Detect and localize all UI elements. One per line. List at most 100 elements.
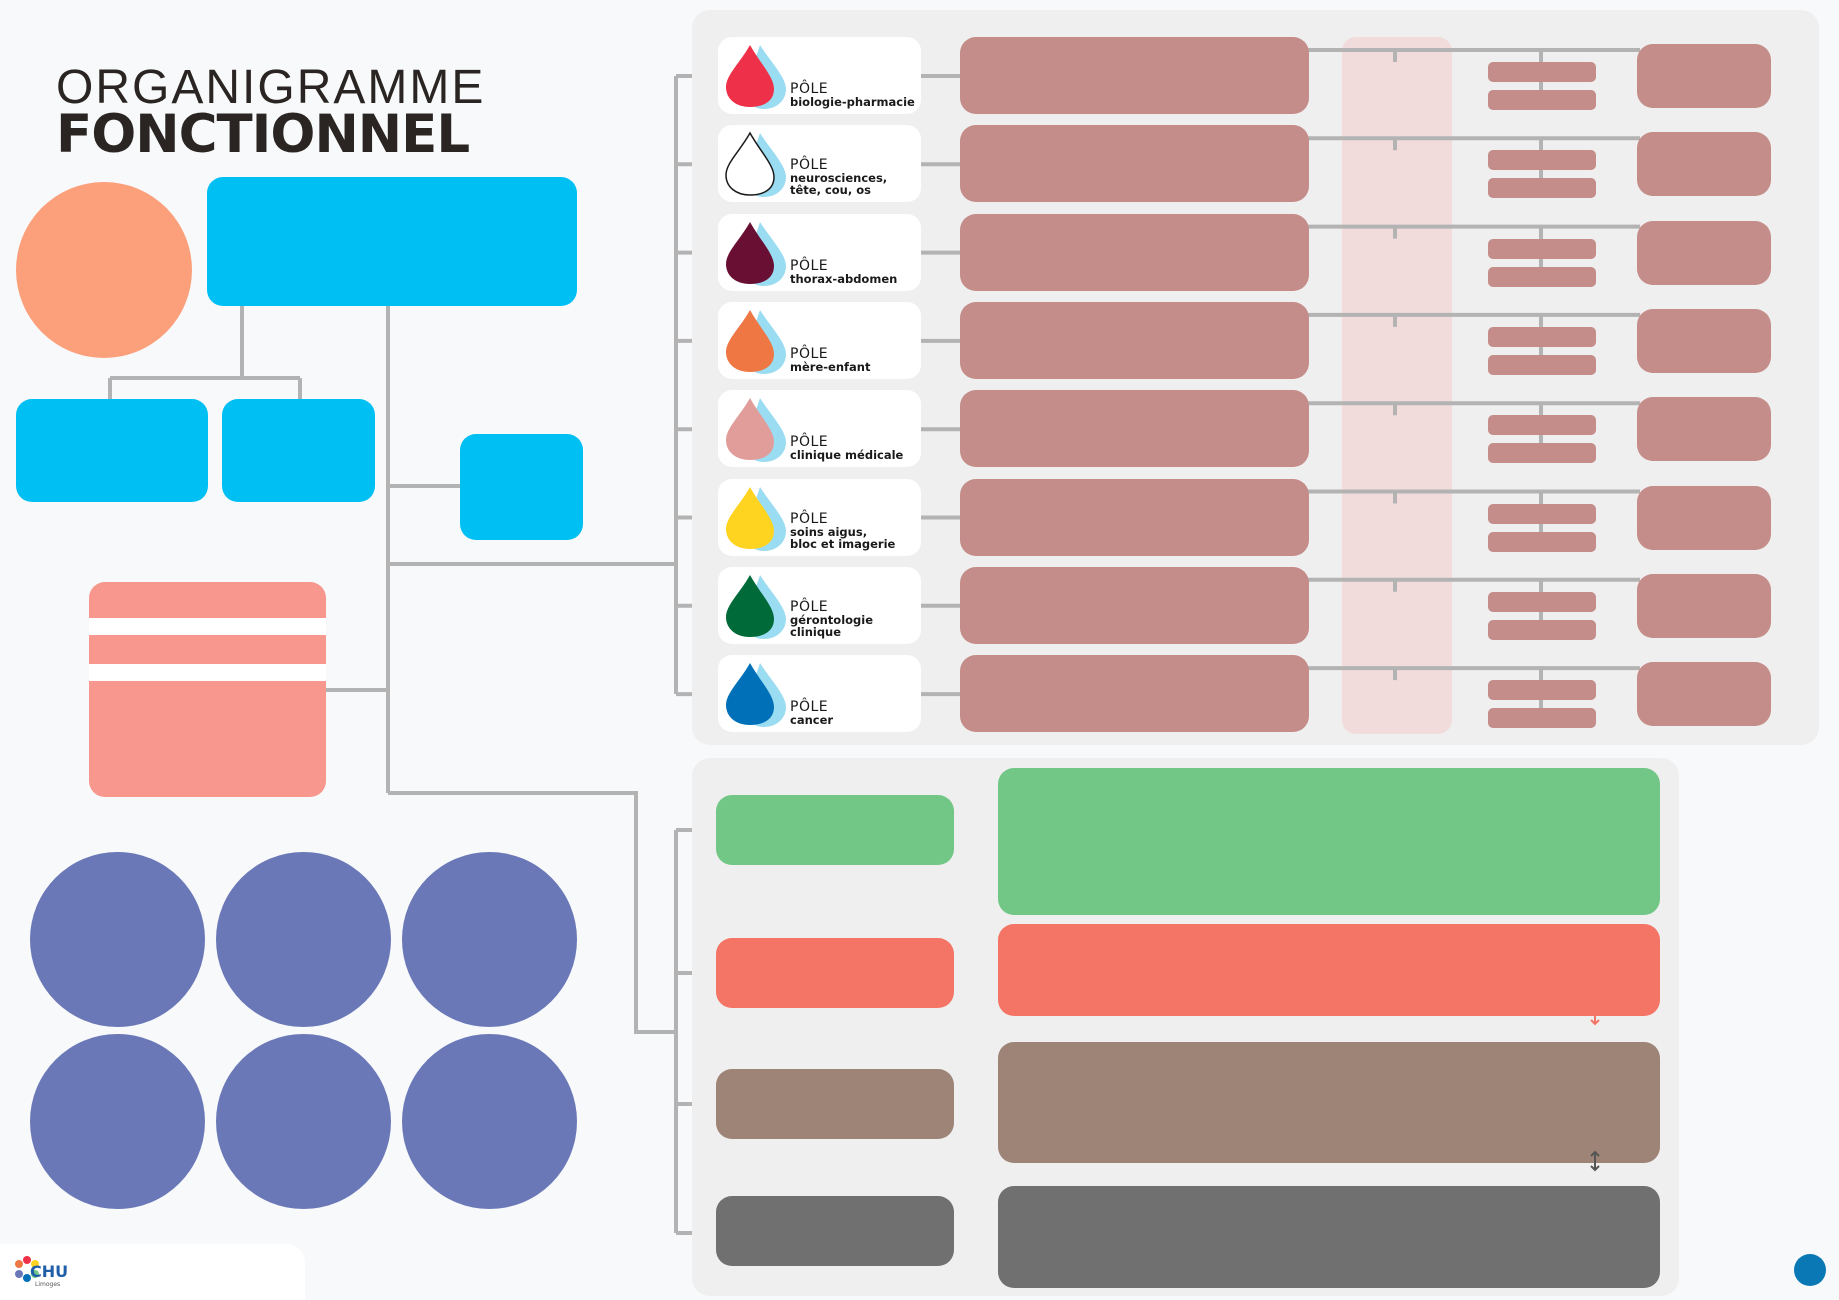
pole-end-box xyxy=(1637,308,1771,373)
pole-main-bar xyxy=(960,213,1309,291)
pole-sub-bar xyxy=(1488,90,1596,110)
pole-main-bar xyxy=(960,125,1309,203)
pole-sub-bar xyxy=(1488,708,1596,729)
pole-card: PÔLE thorax-abdomen xyxy=(718,213,921,291)
pole-label: PÔLE soins aigus, bloc et imagerie xyxy=(790,512,895,550)
drop-icon xyxy=(726,398,786,463)
salmon-stack xyxy=(89,582,326,797)
pole-card: PÔLE neurosciences, tête, cou, os xyxy=(718,125,921,203)
purple-circle-4 xyxy=(30,1034,205,1209)
pole-end-box xyxy=(1637,132,1771,197)
purple-circle-5 xyxy=(216,1034,391,1209)
pole-sub-bar xyxy=(1488,443,1596,464)
pole-end-box xyxy=(1637,220,1771,285)
pole-sub-bar xyxy=(1488,354,1596,375)
purple-circle-6 xyxy=(402,1034,577,1209)
pole-main-bar xyxy=(960,655,1309,733)
drop-icon xyxy=(726,309,786,374)
pole-prefix: PÔLE xyxy=(790,434,829,451)
pole-prefix: PÔLE xyxy=(790,345,829,362)
pole-main-bar xyxy=(960,478,1309,556)
pole-sub-bar xyxy=(1488,326,1596,347)
pole-main-bar xyxy=(960,301,1309,379)
pole-sub-bar xyxy=(1488,591,1596,612)
pole-card: PÔLE biologie-pharmacie xyxy=(718,37,921,114)
left-blue-box-2 xyxy=(222,399,375,502)
pole-card: PÔLE mère-enfant xyxy=(718,301,921,379)
pole-label: PÔLE biologie-pharmacie xyxy=(790,82,915,108)
pole-label: PÔLE thorax-abdomen xyxy=(790,259,897,285)
pole-sub-bar xyxy=(1488,619,1596,640)
peach-circle xyxy=(16,182,192,358)
pole-label: PÔLE clinique médicale xyxy=(790,435,903,461)
direction-label-red xyxy=(716,938,954,1008)
pole-end-box xyxy=(1637,485,1771,550)
pole-end-box xyxy=(1637,44,1771,108)
logo-name: CHU xyxy=(30,1262,69,1281)
pole-sub-bar xyxy=(1488,680,1596,701)
chu-flower-icon xyxy=(15,1256,39,1282)
pole-sub-bar xyxy=(1488,531,1596,552)
resize-arrow-icon xyxy=(1590,1004,1600,1026)
pole-name: gérontologie clinique xyxy=(790,612,874,639)
direction-box-red xyxy=(998,924,1660,1016)
pole-card: PÔLE cancer xyxy=(718,655,921,733)
drop-icon xyxy=(725,131,786,198)
drop-icon xyxy=(726,45,786,109)
pole-name: clinique médicale xyxy=(790,448,904,463)
pole-end-box xyxy=(1637,397,1771,462)
pole-label: PÔLE gérontologie clinique xyxy=(790,600,873,638)
pole-sub-bar xyxy=(1488,62,1596,82)
pole-main-bar xyxy=(960,566,1309,644)
purple-circle-1 xyxy=(30,852,205,1027)
direction-label-brown xyxy=(716,1069,954,1139)
drop-icon xyxy=(726,221,786,286)
pole-card: PÔLE gérontologie clinique xyxy=(718,566,921,644)
left-blue-box-1 xyxy=(16,399,208,502)
pole-label: PÔLE cancer xyxy=(790,700,833,726)
pole-name: thorax-abdomen xyxy=(790,271,898,286)
pole-main-bar xyxy=(960,37,1309,114)
top-blue-box xyxy=(207,177,577,306)
pole-label: PÔLE mère-enfant xyxy=(790,347,870,373)
drop-icon xyxy=(726,486,786,551)
pole-name: cancer xyxy=(790,713,834,728)
pole-sub-bar xyxy=(1488,238,1596,259)
pole-name: mère-enfant xyxy=(790,359,871,374)
page-title-line2: FONCTIONNEL xyxy=(56,104,470,165)
pole-prefix: PÔLE xyxy=(790,699,829,716)
direction-box-gray xyxy=(998,1186,1660,1288)
direction-box-brown xyxy=(998,1042,1660,1163)
corner-dot xyxy=(1794,1254,1826,1286)
pole-prefix: PÔLE xyxy=(790,510,829,527)
pole-end-box xyxy=(1637,573,1771,638)
pole-prefix: PÔLE xyxy=(790,257,829,274)
resize-arrow-icon xyxy=(1590,1150,1600,1172)
small-blue-box xyxy=(460,434,583,540)
direction-label-gray xyxy=(716,1196,954,1266)
pole-card: PÔLE soins aigus, bloc et imagerie xyxy=(718,478,921,556)
purple-circle-2 xyxy=(216,852,391,1027)
pole-main-bar xyxy=(960,390,1309,468)
pole-sub-bar xyxy=(1488,266,1596,287)
pole-sub-bar xyxy=(1488,150,1596,171)
pole-prefix: PÔLE xyxy=(790,81,829,97)
pole-card: PÔLE clinique médicale xyxy=(718,390,921,468)
direction-label-green xyxy=(716,795,954,865)
pole-sub-bar xyxy=(1488,415,1596,436)
salmon-divider-2 xyxy=(89,664,326,681)
direction-box-green xyxy=(998,768,1660,915)
pole-prefix: PÔLE xyxy=(790,157,829,174)
drop-icon xyxy=(726,574,786,639)
purple-circle-3 xyxy=(402,852,577,1027)
drop-icon xyxy=(726,663,786,728)
pole-name: soins aigus, bloc et imagerie xyxy=(790,524,896,551)
pole-name: biologie-pharmacie xyxy=(790,95,915,109)
logo-area: CHU Limoges xyxy=(0,1244,305,1300)
pole-highlight-column xyxy=(1342,37,1452,734)
pole-prefix: PÔLE xyxy=(790,598,829,615)
pole-sub-bar xyxy=(1488,503,1596,524)
pole-sub-bar xyxy=(1488,178,1596,199)
salmon-divider-1 xyxy=(89,618,326,635)
